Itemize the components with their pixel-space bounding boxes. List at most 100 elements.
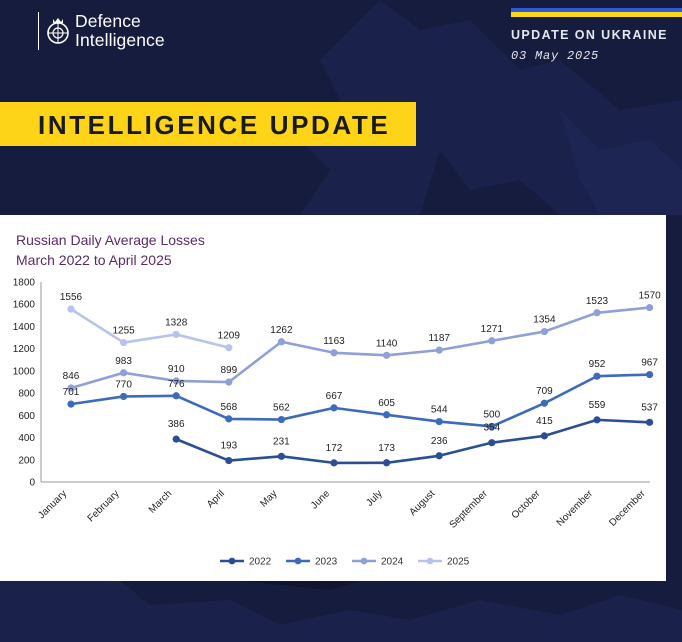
line-chart: 0 200 400 600 800 1000 1200 1400 1600 1800 January…: [13, 278, 661, 568]
data-point-2023: [435, 417, 443, 426]
data-point-2022: [277, 452, 285, 460]
legend-marker-2024: [360, 557, 368, 565]
logo-divider: [38, 12, 39, 50]
data-label-2025: 1209: [218, 331, 241, 342]
data-point-2022: [540, 432, 549, 440]
data-label-2023: 568: [220, 402, 237, 413]
data-point-2025: [67, 305, 75, 313]
data-point-2023: [646, 370, 654, 379]
legend-label-2022: 2022: [249, 557, 272, 568]
crest-icon: [47, 18, 69, 44]
logo-line-2: Intelligence: [75, 30, 165, 50]
data-label-2022: 173: [378, 443, 395, 454]
flag-yellow-band: [511, 12, 682, 17]
data-label-2025: 1556: [60, 292, 83, 303]
data-label-2023: 701: [63, 387, 80, 398]
data-label-2024: 1187: [428, 333, 450, 344]
data-point-2022: [488, 439, 496, 447]
x-tick-label: October: [510, 488, 543, 521]
y-tick-label: 600: [18, 411, 35, 422]
x-tick-label: November: [555, 488, 596, 529]
data-label-2022: 172: [326, 443, 343, 454]
data-label-2025: 1255: [112, 326, 135, 337]
x-tick-label: February: [86, 488, 122, 524]
data-label-2023: 605: [378, 398, 395, 409]
data-point-2025: [172, 330, 180, 339]
chart-subtitle: March 2022 to April 2025: [16, 252, 172, 268]
data-label-2022: 354: [483, 423, 500, 434]
data-label-2024: 1271: [481, 324, 504, 335]
data-point-2024: [277, 338, 285, 346]
data-label-2022: 537: [641, 402, 658, 413]
chart-title: Russian Daily Average Losses: [16, 232, 205, 248]
data-label-2022: 193: [220, 441, 237, 452]
data-point-2024: [172, 377, 180, 385]
legend-label-2024: 2024: [381, 557, 404, 568]
data-point-2022: [172, 435, 180, 443]
data-label-2024: 1523: [586, 296, 609, 307]
data-label-2024: 846: [63, 371, 80, 382]
flag-blue-band: [511, 8, 682, 12]
data-label-2024: 910: [168, 364, 185, 375]
data-label-2023: 667: [326, 391, 343, 402]
x-tick-label: September: [448, 488, 491, 531]
data-point-2024: [540, 327, 549, 336]
data-label-2022: 236: [431, 436, 448, 447]
data-point-2023: [67, 400, 75, 408]
data-point-2022: [435, 452, 443, 460]
series-line-2022: [175, 418, 650, 465]
intelligence-update-banner: INTELLIGENCE UPDATE: [0, 102, 416, 146]
x-tick-label: August: [408, 488, 438, 518]
data-point-2024: [593, 309, 601, 317]
data-point-2022: [225, 456, 233, 465]
data-label-2022: 231: [273, 436, 290, 447]
data-label-2023: 770: [115, 379, 132, 390]
series-line-2023: [70, 373, 650, 428]
x-tick-label: July: [364, 488, 384, 508]
data-point-2024: [435, 346, 443, 354]
data-label-2023: 967: [641, 358, 658, 369]
data-point-2024: [646, 303, 654, 312]
data-point-2025: [120, 338, 128, 347]
update-date: 03 May 2025: [511, 49, 600, 63]
y-tick-label: 400: [18, 433, 35, 444]
data-point-2022: [646, 418, 654, 426]
x-tick-label: May: [258, 488, 279, 509]
y-tick-label: 0: [29, 478, 35, 489]
y-tick-label: 800: [18, 389, 35, 400]
banner-text: INTELLIGENCE UPDATE: [38, 110, 391, 140]
data-label-2023: 500: [483, 409, 500, 420]
data-label-2024: 1163: [323, 336, 345, 347]
data-point-2022: [330, 459, 338, 467]
x-tick-label: December: [607, 488, 648, 529]
logo-line-1: Defence: [75, 11, 141, 31]
legend-label-2025: 2025: [447, 557, 470, 568]
x-tick-label: January: [36, 488, 69, 521]
data-label-2022: 559: [589, 400, 606, 411]
data-label-2023: 562: [273, 403, 290, 414]
data-label-2024: 1140: [376, 338, 398, 349]
chart-panel: Russian Daily Average Losses March 2022 …: [0, 215, 666, 581]
data-point-2023: [172, 392, 180, 400]
data-label-2024: 983: [115, 356, 132, 367]
data-point-2024: [120, 369, 128, 377]
data-point-2024: [225, 378, 233, 386]
data-point-2023: [277, 415, 285, 424]
legend-marker-2025: [426, 557, 434, 565]
data-label-2025: 1328: [165, 317, 188, 328]
y-tick-label: 1400: [13, 322, 36, 333]
logo-text: Defence Intelligence: [75, 12, 165, 50]
data-point-2024: [330, 349, 338, 357]
data-label-2023: 776: [168, 379, 185, 390]
x-tick-label: April: [205, 488, 227, 510]
data-label-2023: 709: [536, 386, 553, 397]
data-label-2022: 415: [536, 416, 553, 427]
data-point-2023: [540, 399, 549, 407]
data-label-2024: 1570: [638, 291, 661, 302]
data-label-2023: 544: [431, 405, 448, 416]
legend-label-2023: 2023: [315, 557, 338, 568]
legend-marker-2022: [228, 557, 236, 565]
series-line-2024: [70, 306, 650, 390]
data-point-2024: [488, 337, 496, 345]
defence-intelligence-logo: Defence Intelligence: [38, 12, 165, 50]
